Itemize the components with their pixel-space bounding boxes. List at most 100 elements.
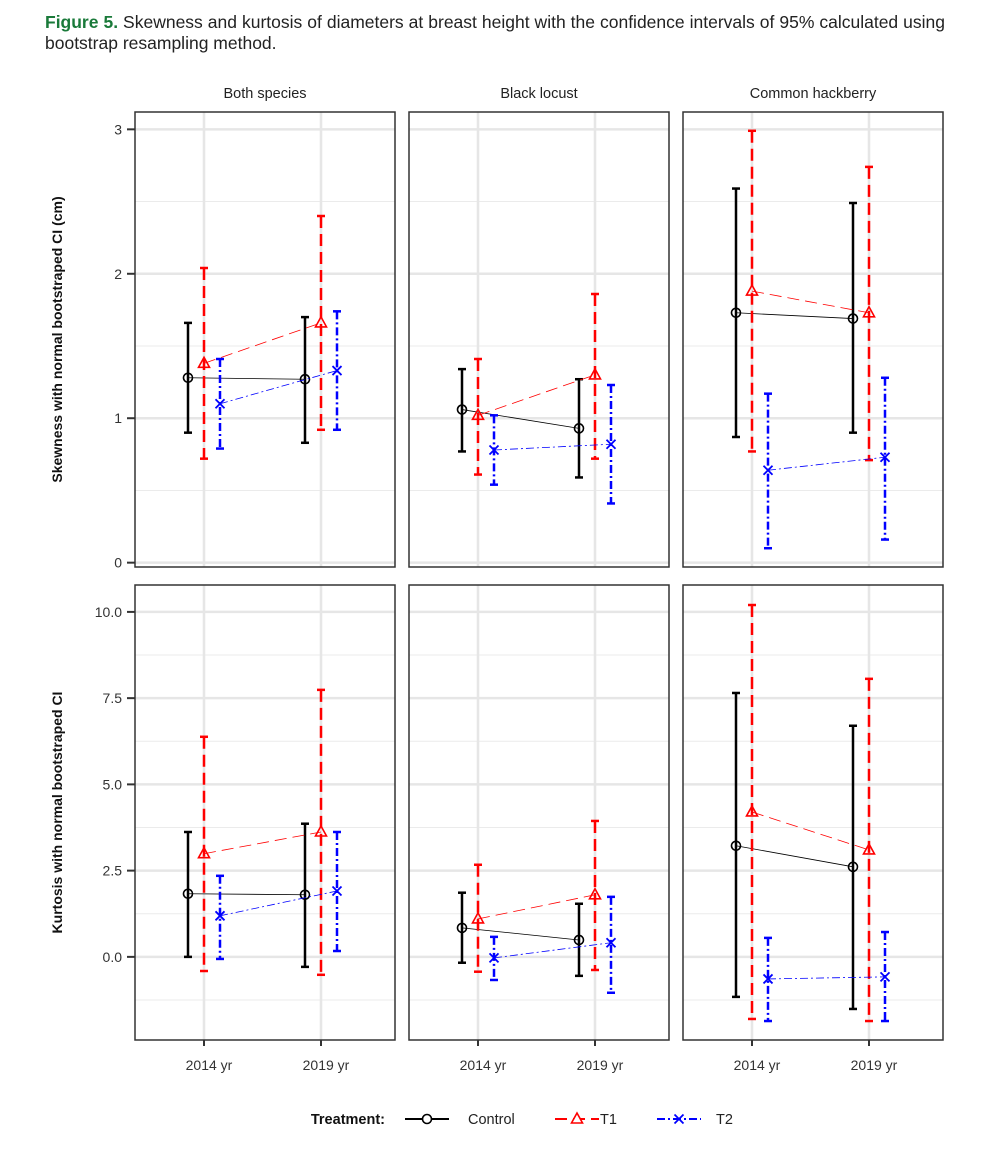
connector-line-control — [735, 312, 854, 319]
point-t2 — [488, 444, 500, 456]
y-axis-label: Skewness with normal bootstraped CI (cm) — [49, 196, 65, 482]
connector-line-t2 — [767, 976, 886, 980]
x-tick-label: 2014 yr — [186, 1057, 233, 1073]
figure-label: Figure 5. — [45, 12, 119, 32]
point-t2 — [762, 973, 774, 985]
panel-background — [683, 585, 943, 1040]
point-t1 — [588, 367, 602, 380]
point-control — [456, 404, 468, 415]
legend-triangle-icon — [570, 1111, 584, 1124]
y-tick-label: 2.5 — [103, 863, 123, 879]
connector-line-t2 — [493, 443, 612, 451]
point-control — [847, 313, 859, 324]
connector-line-control — [461, 927, 580, 941]
legend-label: T2 — [716, 1112, 733, 1128]
point-t2 — [605, 439, 617, 450]
point-t2 — [879, 971, 891, 983]
point-control — [573, 423, 585, 434]
legend-item-t2: T2 — [657, 1112, 733, 1128]
panel: 2014 yr 2019 yr — [682, 584, 944, 1073]
y-tick-label: 5.0 — [103, 776, 123, 792]
legend-item-control: Control — [405, 1112, 515, 1128]
point-t2 — [214, 398, 226, 409]
point-t1 — [197, 846, 211, 859]
point-control — [299, 373, 311, 385]
y-tick-label: 3 — [114, 121, 122, 137]
point-t1 — [197, 355, 211, 369]
panel-border — [408, 584, 670, 1041]
panel-border — [682, 111, 944, 568]
x-tick-label: 2019 yr — [851, 1057, 898, 1073]
panel-background — [135, 585, 395, 1040]
point-control — [456, 922, 468, 934]
connector-line-t2 — [219, 890, 338, 917]
point-t2 — [331, 365, 343, 376]
point-t1 — [745, 804, 759, 817]
point-control — [182, 372, 194, 384]
panel — [682, 111, 944, 568]
panel-border — [134, 111, 396, 568]
legend-circle-icon — [421, 1113, 433, 1125]
point-t1 — [862, 842, 876, 855]
facet-label: Common hackberry — [750, 86, 877, 102]
connector-line-control — [187, 893, 306, 896]
connector-line-t1 — [751, 811, 870, 851]
panel-background — [409, 112, 669, 567]
point-t1 — [471, 911, 485, 924]
legend-label: Control — [468, 1112, 515, 1128]
point-t1 — [745, 283, 759, 296]
panel-background — [409, 585, 669, 1040]
connector-line-t1 — [203, 831, 322, 855]
panel-background — [683, 112, 943, 567]
figure-caption: Figure 5. Skewness and kurtosis of diame… — [45, 12, 945, 54]
y-tick-label: 0.0 — [103, 949, 123, 965]
legend-title: Treatment: — [311, 1112, 385, 1128]
connector-line-control — [187, 377, 306, 380]
point-control — [847, 861, 859, 873]
connector-line-t2 — [767, 456, 886, 471]
connector-line-t1 — [477, 374, 596, 416]
point-t1 — [588, 887, 602, 900]
point-t1 — [314, 824, 328, 837]
y-tick-label: 1 — [114, 410, 122, 426]
y-tick-label: 0 — [114, 555, 122, 571]
point-t2 — [214, 910, 226, 921]
panel: 2014 yr 2019 yr — [134, 584, 396, 1073]
legend-item-t1: T1 — [555, 1111, 617, 1128]
panel — [408, 111, 670, 568]
legend-cross-icon — [673, 1113, 685, 1125]
point-control — [182, 888, 194, 900]
point-t2 — [879, 452, 891, 463]
connector-line-t1 — [477, 894, 596, 920]
connector-line-t2 — [219, 370, 338, 405]
point-control — [730, 307, 742, 319]
x-tick-label: 2019 yr — [303, 1057, 350, 1073]
connector-line-t2 — [493, 942, 612, 959]
panel — [134, 111, 396, 568]
facet-label: Black locust — [500, 86, 577, 102]
panel-border — [134, 584, 396, 1041]
connector-line-control — [735, 845, 854, 868]
legend-label: T1 — [600, 1112, 617, 1128]
x-tick-label: 2019 yr — [577, 1057, 624, 1073]
y-tick-label: 7.5 — [103, 690, 123, 706]
point-t2 — [605, 937, 617, 948]
panel: 2014 yr 2019 yr — [408, 584, 670, 1073]
panel-background — [135, 112, 395, 567]
facet-label: Both species — [223, 86, 306, 102]
point-control — [573, 934, 585, 946]
point-t2 — [488, 952, 500, 964]
x-tick-label: 2014 yr — [460, 1057, 507, 1073]
y-axis-label: Kurtosis with normal bootstraped CI — [49, 692, 65, 934]
x-tick-label: 2014 yr — [734, 1057, 781, 1073]
panel-border — [408, 111, 670, 568]
point-t1 — [471, 407, 485, 421]
point-control — [299, 889, 311, 901]
connector-line-t1 — [751, 290, 870, 314]
caption-text: Skewness and kurtosis of diameters at br… — [45, 12, 945, 53]
point-t2 — [762, 465, 774, 476]
connector-line-t1 — [203, 322, 322, 364]
y-tick-label: 2 — [114, 266, 122, 282]
point-t2 — [331, 885, 343, 897]
